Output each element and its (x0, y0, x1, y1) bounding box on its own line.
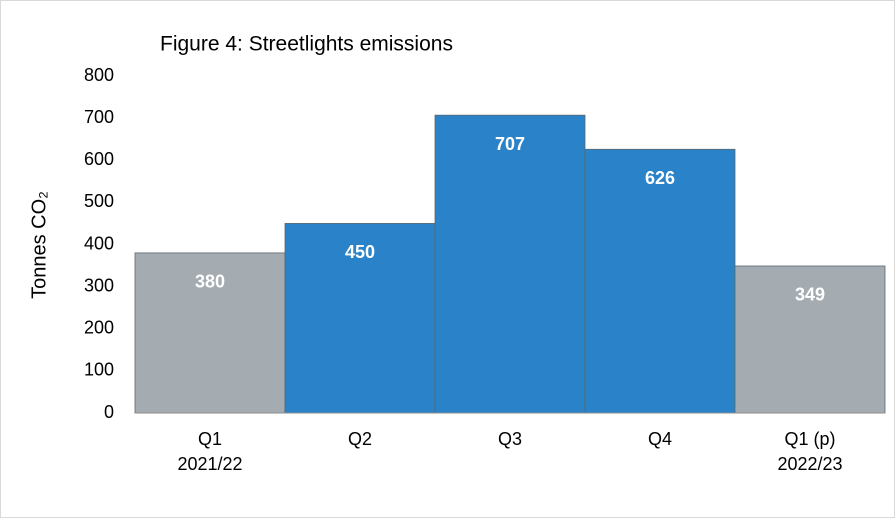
bar (134, 252, 286, 414)
y-tick-label: 400 (84, 233, 114, 253)
x-tick-label: Q1 (198, 429, 222, 449)
y-tick-label: 800 (84, 65, 114, 85)
chart-title: Figure 4: Streetlights emissions (160, 33, 453, 56)
bar (734, 265, 886, 414)
value-label: 349 (795, 285, 825, 305)
y-tick-label: 500 (84, 191, 114, 211)
y-tick-label: 300 (84, 275, 114, 295)
value-label: 707 (495, 134, 525, 154)
x-tick-label: Q2 (348, 429, 372, 449)
x-tick-label: Q1 (p) (784, 429, 835, 449)
y-tick-label: 0 (104, 402, 114, 422)
value-label: 626 (645, 168, 675, 188)
y-tick-label: 600 (84, 149, 114, 169)
x-tick-label: 2022/23 (777, 454, 842, 474)
y-tick-label: 100 (84, 360, 114, 380)
bar (284, 223, 436, 414)
bar (434, 114, 586, 414)
value-label: 450 (345, 242, 375, 262)
bar (584, 148, 736, 414)
x-tick-label: Q3 (498, 429, 522, 449)
x-tick-label: 2021/22 (177, 454, 242, 474)
y-tick-label: 200 (84, 318, 114, 338)
x-tick-label: Q4 (648, 429, 672, 449)
y-tick-label: 700 (84, 107, 114, 127)
y-axis-label: Tonnes CO₂ (28, 191, 50, 299)
value-label: 380 (195, 272, 225, 292)
